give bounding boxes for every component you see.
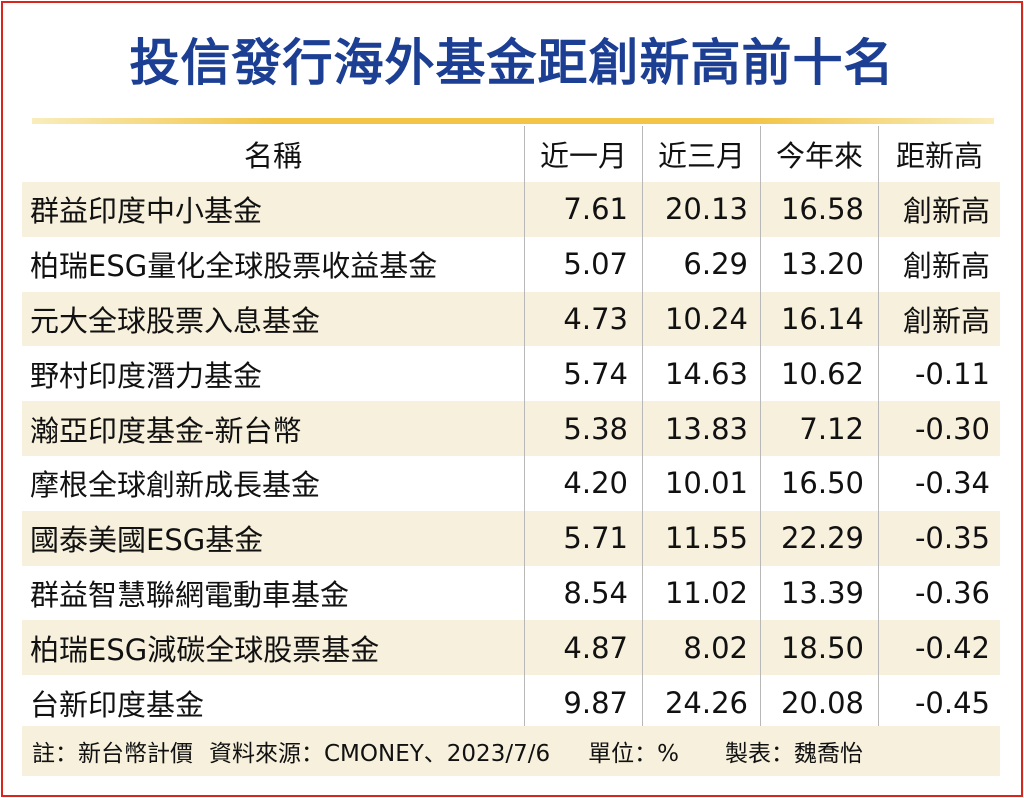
ytd-value: 7.12 [760,401,878,456]
three-month-value: 24.26 [642,675,760,730]
table-row: 野村印度潛力基金 5.74 14.63 10.62 -0.11 [22,346,1000,402]
from-high-value: -0.36 [878,565,1000,621]
three-month-value: 11.02 [642,565,760,621]
one-month-value: 9.87 [524,675,642,730]
page-title: 投信發行海外基金距創新高前十名 [129,34,895,92]
one-month-value: 4.20 [524,455,642,511]
table-row: 柏瑞ESG減碳全球股票基金 4.87 8.02 18.50 -0.42 [22,620,1000,676]
table-footer: 註：新台幣計價 資料來源：CMONEY、2023/7/6 單位：% 製表：魏喬怡 [22,726,1000,776]
one-month-value: 4.87 [524,620,642,676]
table-row: 台新印度基金 9.87 24.26 20.08 -0.45 [22,675,1000,730]
one-month-value: 5.74 [524,346,642,402]
from-high-value: -0.34 [878,455,1000,511]
one-month-value: 5.38 [524,401,642,456]
footer-maker: 製表：魏喬怡 [724,741,863,767]
fund-name: 群益印度中小基金 [30,194,263,229]
ytd-value: 13.20 [760,236,878,292]
table-row: 群益印度中小基金 7.61 20.13 16.58 創新高 [22,182,1000,237]
header-name: 名稱 [243,139,302,173]
ytd-value: 16.58 [760,182,878,237]
ytd-value: 18.50 [760,620,878,676]
one-month-value: 5.71 [524,510,642,566]
three-month-value: 8.02 [642,620,760,676]
three-month-value: 10.01 [642,455,760,511]
ytd-value: 20.08 [760,675,878,730]
header-three-month: 近三月 [642,126,760,182]
header-ytd: 今年來 [760,126,878,182]
three-month-value: 6.29 [642,236,760,292]
three-month-value: 11.55 [642,510,760,566]
three-month-value: 10.24 [642,291,760,347]
title-divider [32,118,994,124]
fund-name: 野村印度潛力基金 [30,358,263,393]
one-month-value: 8.54 [524,565,642,621]
fund-name: 元大全球股票入息基金 [30,303,321,338]
table-row: 群益智慧聯網電動車基金 8.54 11.02 13.39 -0.36 [22,565,1000,621]
ytd-value: 16.14 [760,291,878,347]
three-month-value: 13.83 [642,401,760,456]
table-row: 柏瑞ESG量化全球股票收益基金 5.07 6.29 13.20 創新高 [22,236,1000,292]
fund-name: 柏瑞ESG量化全球股票收益基金 [30,249,438,284]
one-month-value: 7.61 [524,182,642,237]
fund-name: 瀚亞印度基金-新台幣 [30,413,302,448]
ytd-value: 13.39 [760,565,878,621]
header-one-month: 近一月 [524,126,642,182]
table-row: 國泰美國ESG基金 5.71 11.55 22.29 -0.35 [22,510,1000,566]
footer-unit: 單位：% [588,741,679,767]
three-month-value: 20.13 [642,182,760,237]
fund-name: 柏瑞ESG減碳全球股票基金 [30,632,380,667]
ytd-value: 16.50 [760,455,878,511]
header-from-high: 距新高 [878,126,1000,182]
from-high-value: 創新高 [878,182,1000,237]
fund-name: 國泰美國ESG基金 [30,523,264,558]
footer-source: 資料來源：CMONEY、2023/7/6 [209,741,551,767]
from-high-value: -0.11 [878,346,1000,402]
from-high-value: 創新高 [878,291,1000,347]
table-row: 摩根全球創新成長基金 4.20 10.01 16.50 -0.34 [22,455,1000,511]
one-month-value: 5.07 [524,236,642,292]
ytd-value: 22.29 [760,510,878,566]
table-row: 瀚亞印度基金-新台幣 5.38 13.83 7.12 -0.30 [22,401,1000,456]
from-high-value: 創新高 [878,236,1000,292]
from-high-value: -0.45 [878,675,1000,730]
table-header-row: 名稱 近一月 近三月 今年來 距新高 [22,126,1000,182]
from-high-value: -0.35 [878,510,1000,566]
from-high-value: -0.42 [878,620,1000,676]
table-row: 元大全球股票入息基金 4.73 10.24 16.14 創新高 [22,291,1000,347]
from-high-value: -0.30 [878,401,1000,456]
fund-name: 摩根全球創新成長基金 [30,468,321,503]
three-month-value: 14.63 [642,346,760,402]
fund-name: 群益智慧聯網電動車基金 [30,577,350,612]
ytd-value: 10.62 [760,346,878,402]
one-month-value: 4.73 [524,291,642,347]
fund-table: 名稱 近一月 近三月 今年來 距新高 群益印度中小基金 7.61 20.13 1… [22,126,1000,730]
fund-name: 台新印度基金 [30,687,205,722]
footer-note: 註：新台幣計價 [32,741,193,767]
